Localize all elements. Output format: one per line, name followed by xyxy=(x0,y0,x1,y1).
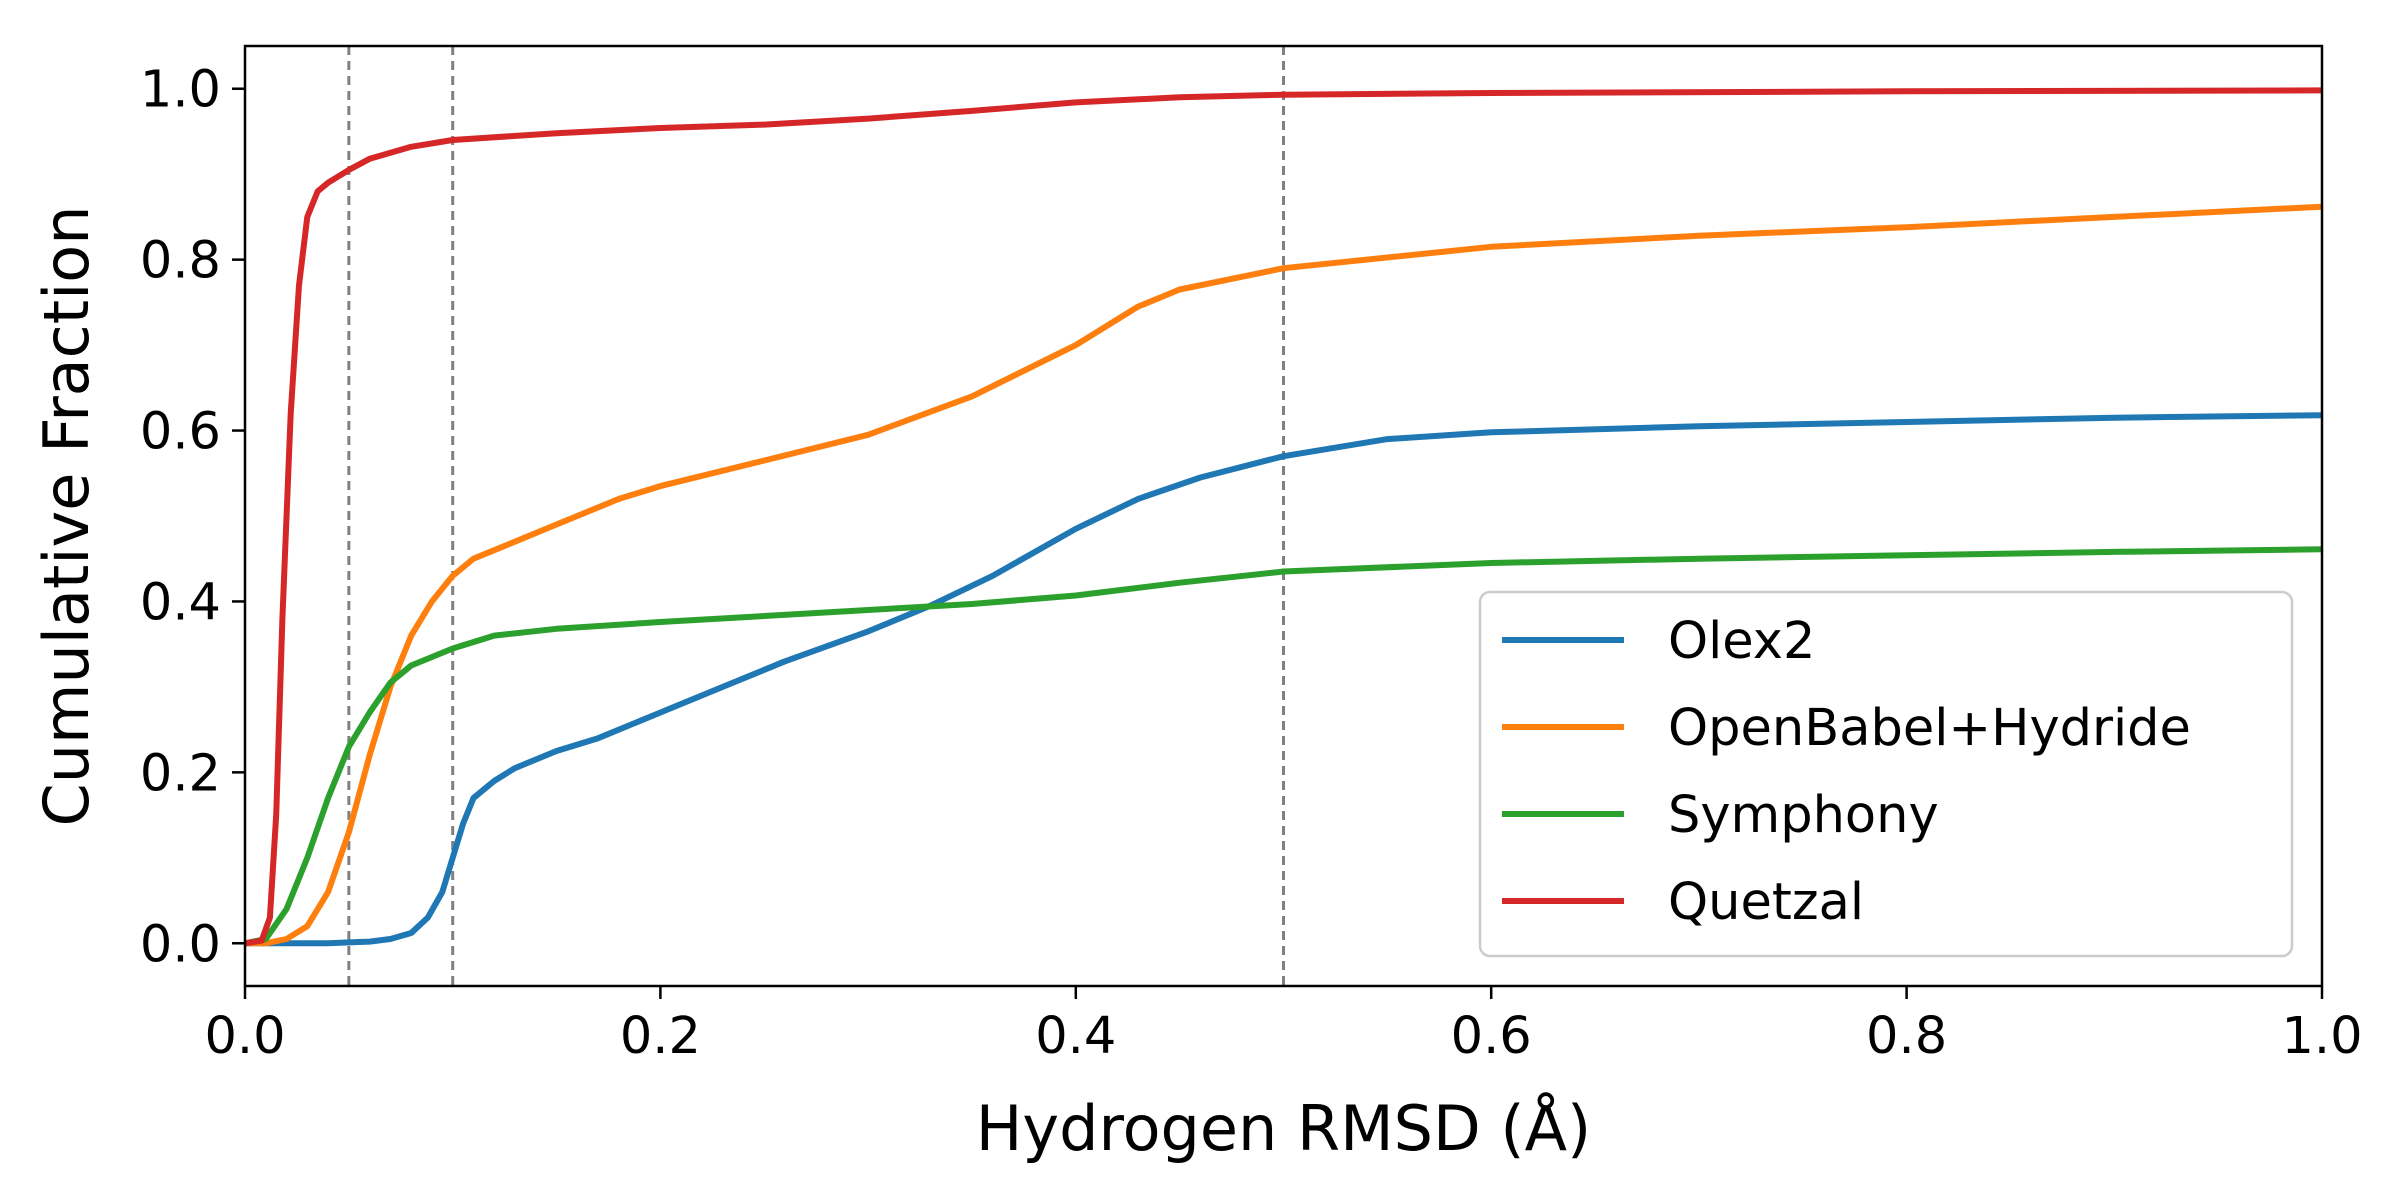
legend-label-openbabel-hydride: OpenBabel+Hydride xyxy=(1668,699,2191,758)
x-tick-label: 1.0 xyxy=(2281,1007,2362,1066)
legend: Olex2 OpenBabel+Hydride Symphony Quetzal xyxy=(1478,590,2294,958)
x-tick-label: 0.2 xyxy=(620,1007,701,1066)
y-axis-label: Cumulative Fraction xyxy=(30,205,103,826)
series-lines xyxy=(244,87,2323,947)
y-tick-label: 0.0 xyxy=(140,915,221,974)
legend-label-olex2: Olex2 xyxy=(1668,612,1815,671)
y-tick-label: 0.4 xyxy=(140,573,221,632)
plot-frame xyxy=(243,44,2324,988)
y-tick-label: 0.6 xyxy=(140,403,221,462)
series-line-quetzal xyxy=(244,87,2323,947)
series-line-openbabel-hydride xyxy=(245,203,2323,947)
y-tick-label: 1.0 xyxy=(140,61,221,120)
series-line-symphony xyxy=(244,546,2323,947)
series-line-olex2 xyxy=(245,412,2323,947)
x-tick-label: 0.0 xyxy=(204,1007,285,1066)
y-tick-label: 0.2 xyxy=(140,744,221,803)
y-axis: 0.0 0.2 0.4 0.6 0.8 1.0 xyxy=(140,61,245,974)
x-tick-label: 0.8 xyxy=(1866,1007,1947,1066)
legend-label-quetzal: Quetzal xyxy=(1668,873,1864,932)
x-tick-label: 0.4 xyxy=(1035,1007,1116,1066)
legend-label-symphony: Symphony xyxy=(1668,786,1939,845)
legend-box xyxy=(1478,590,2294,958)
x-axis-label: Hydrogen RMSD (Å) xyxy=(976,1092,1591,1165)
x-tick-label: 0.6 xyxy=(1451,1007,1532,1066)
y-tick-label: 0.8 xyxy=(140,232,221,291)
x-axis: 0.0 0.2 0.4 0.6 0.8 1.0 xyxy=(204,986,2363,1066)
